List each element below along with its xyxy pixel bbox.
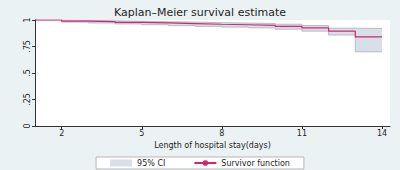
svg-text:14: 14 bbox=[377, 129, 387, 138]
svg-text:Length of hospital stay(days): Length of hospital stay(days) bbox=[154, 141, 271, 150]
svg-text:1: 1 bbox=[23, 17, 32, 22]
svg-text:.5: .5 bbox=[23, 69, 32, 77]
svg-text:5: 5 bbox=[139, 129, 144, 138]
svg-text:Survivor function: Survivor function bbox=[221, 159, 290, 168]
svg-text:0: 0 bbox=[23, 123, 32, 128]
svg-text:.75: .75 bbox=[23, 40, 32, 53]
svg-text:8: 8 bbox=[219, 129, 224, 138]
svg-text:Kaplan–Meier survival estimate: Kaplan–Meier survival estimate bbox=[114, 6, 286, 19]
svg-text:11: 11 bbox=[297, 129, 307, 138]
svg-text:95% CI: 95% CI bbox=[137, 159, 165, 168]
svg-text:.25: .25 bbox=[23, 93, 32, 106]
svg-text:2: 2 bbox=[59, 129, 64, 138]
